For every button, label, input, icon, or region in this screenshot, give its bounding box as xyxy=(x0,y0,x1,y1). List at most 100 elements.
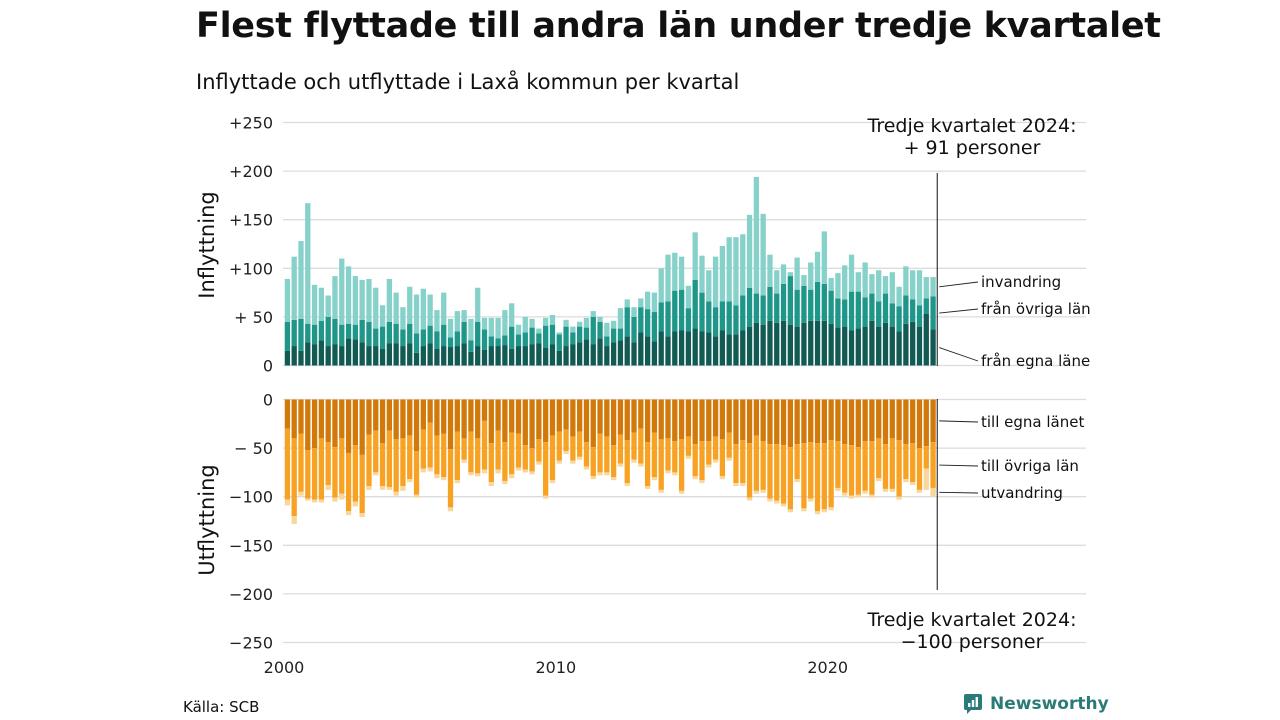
bar-segment xyxy=(570,344,576,366)
bar-segment xyxy=(848,445,855,496)
bar-segment xyxy=(848,495,855,499)
bar-segment xyxy=(345,399,352,453)
bar-segment xyxy=(373,287,379,329)
bar-segment xyxy=(889,326,895,366)
bar-segment xyxy=(434,399,440,436)
bar-segment xyxy=(896,331,902,366)
bar-segment xyxy=(339,438,345,494)
bar-segment xyxy=(413,399,420,452)
bar-segment xyxy=(624,399,630,441)
y-axis-title: Utflyttning xyxy=(195,464,219,576)
bar-segment xyxy=(678,330,685,366)
bar-segment xyxy=(801,399,807,444)
bar-segment xyxy=(420,329,426,347)
bar-segment xyxy=(543,325,549,349)
bar-segment xyxy=(740,295,746,331)
bar-segment xyxy=(767,254,773,287)
bar-segment xyxy=(509,348,515,366)
bar-segment xyxy=(427,399,433,423)
bar-segment xyxy=(699,331,705,366)
bar-segment xyxy=(509,474,515,479)
bar-segment xyxy=(685,308,692,332)
bar-segment xyxy=(400,486,406,491)
bar-segment xyxy=(298,241,304,319)
bar-segment xyxy=(862,490,868,494)
bar-segment xyxy=(658,302,664,332)
bar-segment xyxy=(746,326,753,366)
bar-segment xyxy=(407,323,413,344)
bar-segment xyxy=(699,441,705,481)
bar-segment xyxy=(726,237,732,302)
bar-segment xyxy=(631,342,637,366)
bar-segment xyxy=(746,214,753,288)
bar-segment xyxy=(577,431,583,457)
bar-segment xyxy=(617,340,624,366)
bar-segment xyxy=(583,317,590,328)
bar-segment xyxy=(359,513,365,518)
bar-segment xyxy=(930,399,936,443)
bar-segment xyxy=(808,289,814,321)
bar-segment xyxy=(420,399,426,430)
bar-segment xyxy=(413,494,420,498)
bar-segment xyxy=(291,438,297,517)
bar-segment xyxy=(726,301,732,335)
series-label: från egna läne xyxy=(981,352,1090,370)
bar-segment xyxy=(712,459,719,463)
bar-segment xyxy=(332,497,338,502)
bar-segment xyxy=(529,448,535,472)
bar-segment xyxy=(495,399,501,431)
bar-segment xyxy=(631,307,637,317)
bar-segment xyxy=(638,307,644,333)
bar-segment xyxy=(393,323,399,344)
bar-segment xyxy=(733,305,739,335)
bar-segment xyxy=(916,448,923,490)
bar-segment xyxy=(352,501,359,507)
bar-segment xyxy=(379,443,386,487)
bar-segment xyxy=(665,301,671,337)
bar-segment xyxy=(706,399,712,442)
bar-segment xyxy=(604,472,610,476)
bar-segment xyxy=(808,399,814,443)
bar-segment xyxy=(794,399,800,445)
bar-segment xyxy=(352,445,359,502)
y-tick-label: − 50 xyxy=(234,439,273,458)
bar-segment xyxy=(617,399,624,435)
bar-segment xyxy=(842,492,848,496)
bar-segment xyxy=(400,307,406,330)
bar-segment xyxy=(651,312,658,342)
bar-segment xyxy=(359,279,365,320)
y-tick-label: 0 xyxy=(263,391,273,410)
bar-segment xyxy=(413,352,420,366)
bar-segment xyxy=(889,399,895,439)
bar-segment xyxy=(828,290,834,324)
bar-segment xyxy=(692,399,698,445)
bar-segment xyxy=(468,431,474,473)
bar-segment xyxy=(828,399,834,441)
bar-segment xyxy=(325,316,331,347)
chart-subtitle: Inflyttade och utflyttade i Laxå kommun … xyxy=(196,70,740,94)
bar-segment xyxy=(835,327,841,366)
bar-segment xyxy=(808,320,814,366)
y-tick-label: +150 xyxy=(229,211,273,230)
bar-segment xyxy=(366,434,372,487)
bar-segment xyxy=(753,293,760,323)
leader-line xyxy=(939,464,979,467)
bar-segment xyxy=(787,399,793,448)
bar-segment xyxy=(447,337,454,348)
bar-segment xyxy=(903,295,909,324)
bar-segment xyxy=(767,399,773,445)
bar-segment xyxy=(311,284,318,325)
bar-segment xyxy=(447,449,454,508)
bar-segment xyxy=(617,434,624,464)
y-axis-title: Inflyttning xyxy=(195,191,219,298)
bar-segment xyxy=(726,432,732,458)
bar-segment xyxy=(835,298,841,328)
bar-segment xyxy=(468,318,474,341)
bar-segment xyxy=(400,438,406,487)
bar-segment xyxy=(597,399,603,434)
bar-segment xyxy=(828,507,834,511)
bar-segment xyxy=(543,495,549,499)
bar-segment xyxy=(651,341,658,366)
bar-segment xyxy=(284,350,291,366)
y-tick-label: + 50 xyxy=(234,308,273,327)
